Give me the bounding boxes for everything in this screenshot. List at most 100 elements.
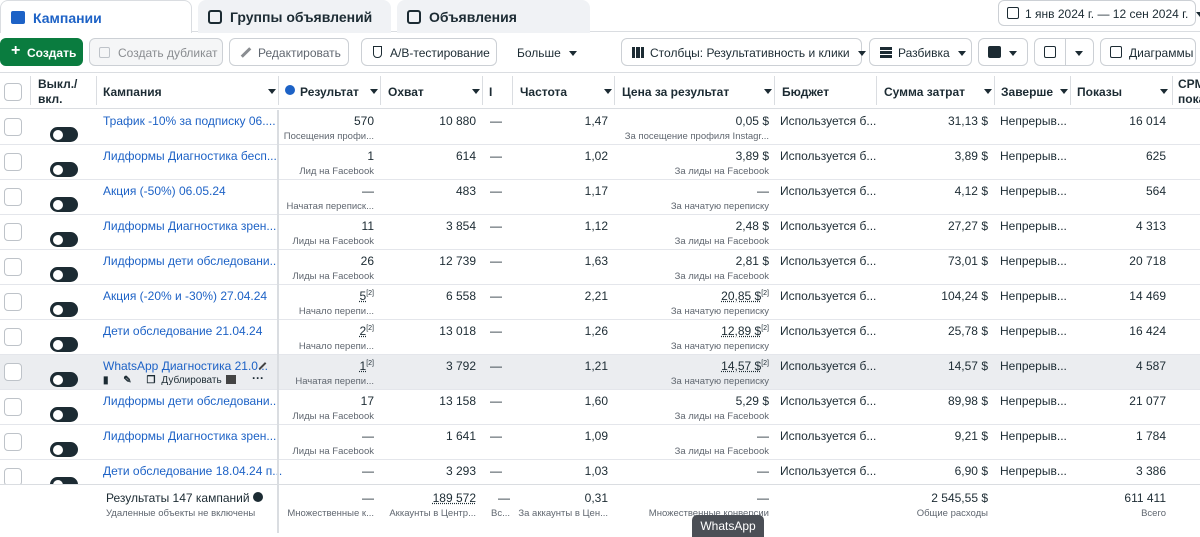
status-toggle[interactable]	[50, 337, 78, 352]
column-header[interactable]: Бюджет	[782, 85, 830, 99]
cell-result: 26	[278, 254, 374, 268]
cell-cost: 5,29 $	[614, 394, 769, 408]
breakdown-button[interactable]: Разбивка	[869, 38, 972, 66]
footnote: [2]	[761, 360, 769, 367]
select-all[interactable]	[4, 83, 22, 101]
column-header[interactable]: Частота	[520, 85, 568, 99]
row-checkbox[interactable]	[4, 118, 22, 136]
column-header[interactable]: Выкл./вкл.	[38, 77, 78, 106]
row-checkbox[interactable]	[4, 293, 22, 311]
campaign-name[interactable]: Акция (-50%) 06.05.24	[103, 184, 226, 198]
campaign-name[interactable]: Лидформы дети обследовани...	[103, 394, 280, 408]
table-row[interactable]: WhatsApp Диагностика 21.0... ▮ ✎ ❐Дублиро…	[0, 355, 1200, 390]
button-label: Больше	[517, 46, 561, 60]
campaign-name[interactable]: Лидформы Диагностика зрен...	[103, 429, 277, 443]
date-picker[interactable]: 1 янв 2024 г. — 12 сен 2024 г.	[998, 0, 1200, 26]
column-header[interactable]: Охват	[388, 85, 424, 99]
row-checkbox[interactable]	[4, 328, 22, 346]
column-header[interactable]: Показы	[1077, 85, 1122, 99]
row-checkbox[interactable]	[4, 258, 22, 276]
column-header[interactable]: CPM	[1178, 77, 1200, 91]
create-button[interactable]: + Создать	[0, 38, 83, 66]
tab[interactable]: Объявления	[397, 0, 590, 33]
status-toggle[interactable]	[50, 407, 78, 422]
more-button[interactable]: Больше	[508, 38, 584, 66]
campaign-name[interactable]: Лидформы Диагностика бесп...	[103, 149, 277, 163]
status-toggle[interactable]	[50, 372, 78, 387]
cell-value: Непрерыв...	[1000, 149, 1067, 163]
cell-value: 0,05 $	[735, 114, 769, 128]
table-row[interactable]: Дети обследование 21.04.24 2[2] Начало пер…	[0, 320, 1200, 355]
cell-value: Непрерыв...	[1000, 289, 1067, 303]
table-row[interactable]: Лидформы Диагностика зрен... 11 Лиды на Fa…	[0, 215, 1200, 250]
sort-caret	[1160, 89, 1168, 94]
columns-button[interactable]: Столбцы: Результативность и клики	[621, 38, 866, 66]
column-header[interactable]: Заверше	[1001, 85, 1054, 99]
status-toggle[interactable]	[50, 127, 78, 142]
tab[interactable]: Группы объявлений	[198, 0, 391, 33]
status-toggle[interactable]	[50, 232, 78, 247]
button-label: Столбцы: Результативность и клики	[650, 46, 850, 60]
column-divider	[278, 76, 279, 105]
row-checkbox[interactable]	[4, 188, 22, 206]
status-toggle[interactable]	[50, 302, 78, 317]
cell-value: 1,02	[584, 149, 608, 163]
column-header[interactable]: пока	[1178, 92, 1200, 106]
row-checkbox[interactable]	[4, 398, 22, 416]
column-header[interactable]: Цена за результат	[622, 85, 730, 99]
cell-value: 20 718	[1129, 254, 1166, 268]
column-header[interactable]: I	[489, 85, 493, 99]
cell-value: 2,48 $	[735, 219, 769, 233]
cell-result: 1	[278, 149, 374, 163]
column-header[interactable]: Кампания	[103, 85, 162, 99]
export-button[interactable]	[1034, 38, 1094, 66]
edit-button[interactable]: Редактировать	[229, 38, 349, 66]
cell-cost: 2,81 $	[614, 254, 769, 268]
table-row[interactable]: Акция (-50%) 06.05.24 — Начатая переписк..…	[0, 180, 1200, 215]
cell-value: 16 424	[1129, 324, 1166, 338]
row-checkbox[interactable]	[4, 223, 22, 241]
header-bg	[0, 72, 1200, 109]
duplicate-button[interactable]: Создать дубликат	[89, 38, 223, 66]
cell-extra: —	[490, 464, 510, 478]
cell-reach: 1 641	[380, 429, 476, 443]
status-toggle[interactable]	[50, 197, 78, 212]
cell-cost: 3,89 $	[614, 149, 769, 163]
cell-end: Непрерыв...	[1000, 184, 1068, 198]
cell-value: 1,60	[584, 394, 608, 408]
cell-budget: Используется б...	[780, 114, 876, 128]
frozen-divider	[277, 215, 279, 250]
campaign-name[interactable]: Лидформы дети обследовани...	[103, 254, 280, 268]
table-row[interactable]: Лидформы Диагностика зрен... — Лиды на Fac…	[0, 425, 1200, 460]
summary-row: Результаты 147 кампаний Удаленные объект…	[0, 484, 1200, 533]
row-checkbox[interactable]	[4, 433, 22, 451]
ab-test-button[interactable]: A/B-тестирование	[361, 38, 497, 66]
table-row[interactable]: Лидформы Диагностика бесп... 1 Лид на Face…	[0, 145, 1200, 180]
cell-value: 14,57 $	[947, 359, 988, 373]
campaign-name[interactable]: Акция (-20% и -30%) 27.04.24	[103, 289, 268, 303]
table-row[interactable]: Лидформы дети обследовани... 17 Лиды на Fa…	[0, 390, 1200, 425]
column-header[interactable]: Результат	[300, 85, 359, 99]
cell-value: 27,27 $	[947, 219, 988, 233]
cell-end: Непрерыв...	[1000, 394, 1068, 408]
row-checkbox[interactable]	[4, 153, 22, 171]
status-toggle[interactable]	[50, 162, 78, 177]
table-row[interactable]: Акция (-20% и -30%) 27.04.24 5[2] Начало п…	[0, 285, 1200, 320]
status-toggle[interactable]	[50, 267, 78, 282]
campaign-name[interactable]: Лидформы Диагностика зрен...	[103, 219, 277, 233]
column-header[interactable]: Сумма затрат	[884, 85, 966, 99]
campaign-name[interactable]: Дети обследование 18.04.24 п...	[103, 464, 283, 478]
row-checkbox[interactable]	[4, 363, 22, 381]
table-row[interactable]: Трафик -10% за подписку 06.... 570 Посещен…	[0, 110, 1200, 145]
campaign-name[interactable]: WhatsApp Диагностика 21.0...	[103, 359, 268, 373]
cell-reach: 10 880	[380, 114, 476, 128]
campaign-name[interactable]: Трафик -10% за подписку 06....	[103, 114, 276, 128]
cell-value: 1,17	[584, 184, 608, 198]
cell-reach: 3 854	[380, 219, 476, 233]
charts-button[interactable]: Диаграммы	[1100, 38, 1196, 66]
table-row[interactable]: Лидформы дети обследовани... 26 Лиды на Fa…	[0, 250, 1200, 285]
reports-button[interactable]	[978, 38, 1028, 66]
status-toggle[interactable]	[50, 442, 78, 457]
tab[interactable]: Кампании	[0, 0, 192, 33]
campaign-name[interactable]: Дети обследование 21.04.24	[103, 324, 263, 338]
